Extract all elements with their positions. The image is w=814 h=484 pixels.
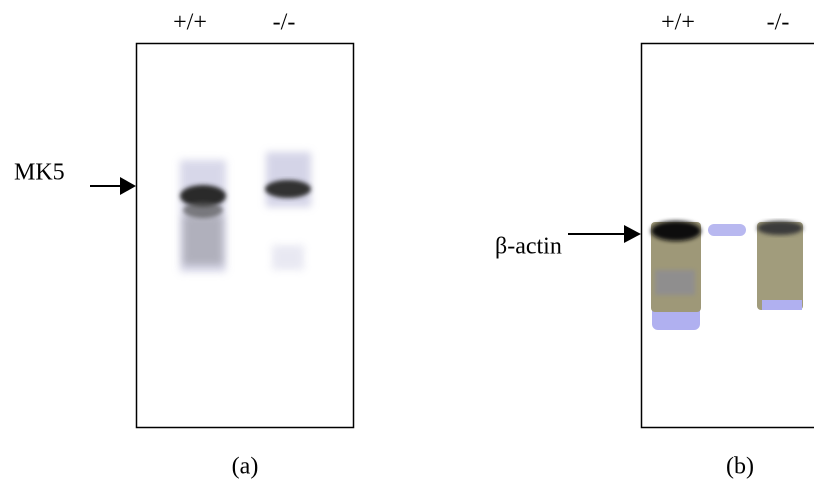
- lane-label: +/+: [173, 10, 207, 36]
- marker-label: β-actin: [495, 234, 562, 260]
- lane-label: -/-: [767, 10, 790, 36]
- lane-label: +/+: [661, 10, 695, 36]
- panel-a: +/+ -/- MK5 (a): [14, 10, 355, 480]
- marker-label: MK5: [14, 160, 65, 186]
- blot-bands: [180, 152, 311, 272]
- blot-bands: [651, 221, 803, 330]
- lane-label: -/-: [273, 10, 296, 36]
- blot-frame: [135, 42, 355, 429]
- panel-caption: (b): [726, 454, 754, 480]
- arrow: [90, 177, 136, 195]
- panel-b: +/+ -/- β-actin (b): [495, 10, 814, 480]
- arrow: [568, 225, 641, 243]
- panel-caption: (a): [232, 454, 259, 480]
